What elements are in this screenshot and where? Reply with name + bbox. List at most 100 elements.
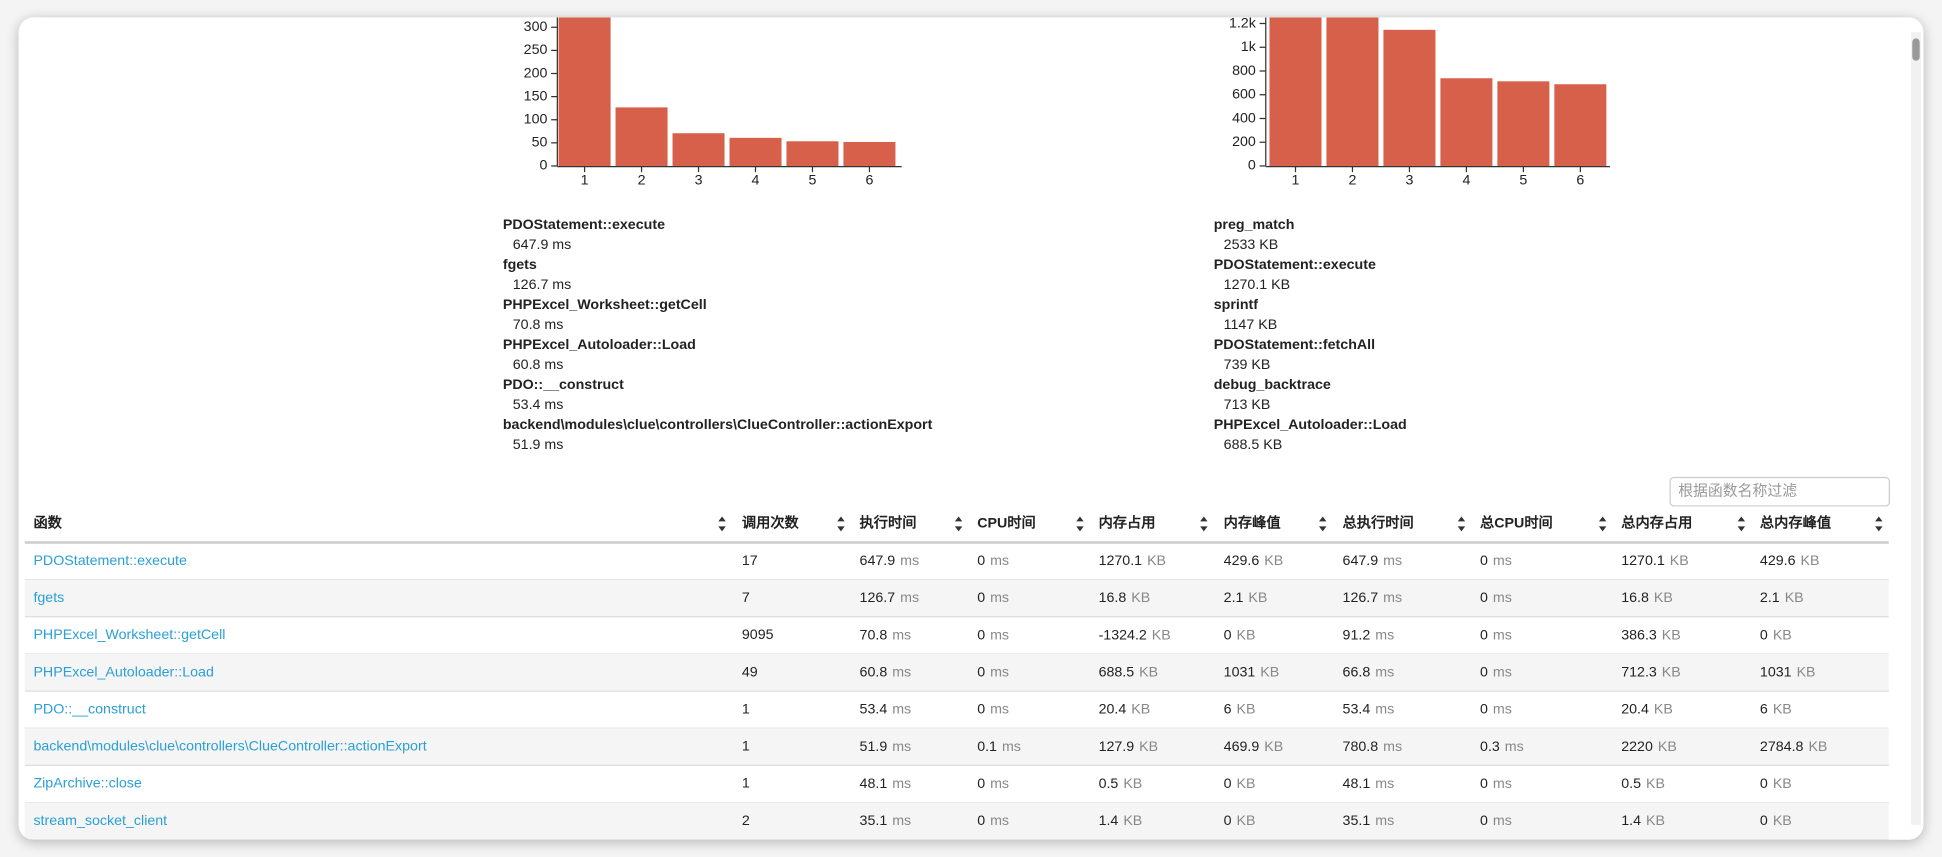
cell: 469.9 KB xyxy=(1224,739,1284,755)
sort-icon[interactable] xyxy=(1319,516,1327,532)
cell-unit: ms xyxy=(892,776,911,792)
x-tick-label: 4 xyxy=(1462,173,1470,189)
cell-unit: KB xyxy=(1773,627,1792,643)
bar xyxy=(558,17,611,166)
cell: 0 ms xyxy=(977,590,1009,606)
cell: 2 xyxy=(742,813,750,829)
sort-icon[interactable] xyxy=(954,516,963,532)
cell-value: 16.8 xyxy=(1099,590,1127,606)
summary-value: 60.8 ms xyxy=(513,357,564,373)
cell-value: 0 xyxy=(977,664,985,680)
column-header[interactable]: 内存占用 xyxy=(1099,514,1156,532)
cell: 386.3 KB xyxy=(1621,627,1681,643)
cell-unit: KB xyxy=(1662,664,1681,680)
cell-unit: ms xyxy=(1493,553,1512,569)
cell-unit: KB xyxy=(1260,664,1279,680)
cell-value: 0 xyxy=(1480,664,1488,680)
cell-value: 0 xyxy=(1760,776,1768,792)
sort-icon[interactable] xyxy=(1076,516,1084,532)
column-header[interactable]: 总内存峰值 xyxy=(1760,514,1831,532)
cell-value: 386.3 xyxy=(1621,627,1657,643)
cell: 1 xyxy=(742,776,750,792)
cell: 0 ms xyxy=(1480,813,1512,829)
cell: 1031 KB xyxy=(1224,664,1280,680)
sort-icon[interactable] xyxy=(1875,516,1883,532)
scrollbar-thumb[interactable] xyxy=(1912,38,1920,61)
sort-icon[interactable] xyxy=(837,516,845,532)
cell-value: 1270.1 xyxy=(1099,553,1143,569)
cell: 0 ms xyxy=(977,776,1009,792)
function-link[interactable]: stream_socket_client xyxy=(33,813,167,829)
bar xyxy=(1497,81,1550,166)
cell-unit: ms xyxy=(990,627,1009,643)
cell: 429.6 KB xyxy=(1224,553,1284,569)
cell: 51.9 ms xyxy=(860,739,912,755)
cell: 0 ms xyxy=(977,627,1009,643)
cell: 126.7 ms xyxy=(1343,590,1403,606)
sort-icon[interactable] xyxy=(1598,516,1607,532)
sort-icon[interactable] xyxy=(718,516,726,532)
function-link[interactable]: PDOStatement::execute xyxy=(33,553,187,569)
cell: 0 KB xyxy=(1760,776,1792,792)
cell-unit: KB xyxy=(1773,701,1792,717)
cell-unit: KB xyxy=(1147,553,1166,569)
bar xyxy=(1383,29,1436,166)
y-tick-label: 1k xyxy=(1241,39,1257,55)
cell: 53.4 ms xyxy=(1343,701,1395,717)
cell: 0 ms xyxy=(977,813,1009,829)
column-header[interactable]: 内存峰值 xyxy=(1224,514,1281,532)
cell: 60.8 ms xyxy=(860,664,912,680)
filter-input[interactable] xyxy=(1669,476,1890,507)
sort-icon[interactable] xyxy=(1737,516,1746,532)
cell: 0 ms xyxy=(977,553,1009,569)
cell-value: 0 xyxy=(1480,627,1488,643)
cell-unit: ms xyxy=(1493,776,1512,792)
cell: 6 KB xyxy=(1224,701,1256,717)
function-link[interactable]: backend\modules\clue\controllers\ClueCon… xyxy=(33,739,426,755)
column-header[interactable]: CPU时间 xyxy=(977,514,1036,532)
x-tick-label: 1 xyxy=(1292,173,1300,189)
function-link[interactable]: fgets xyxy=(33,590,64,606)
sort-icon[interactable] xyxy=(1457,516,1466,532)
cell-unit: KB xyxy=(1658,739,1677,755)
bar xyxy=(1326,17,1379,166)
function-link[interactable]: PHPExcel_Autoloader::Load xyxy=(33,664,213,680)
column-header[interactable]: 函数 xyxy=(33,514,62,532)
cell: 0 ms xyxy=(977,701,1009,717)
function-link[interactable]: PHPExcel_Worksheet::getCell xyxy=(33,627,225,643)
column-header[interactable]: 调用次数 xyxy=(742,514,800,532)
cell-value: 0.1 xyxy=(977,739,997,755)
function-link[interactable]: ZipArchive::close xyxy=(33,776,141,792)
summary-name: PDOStatement::execute xyxy=(1214,257,1376,273)
y-tick-label: 100 xyxy=(524,111,548,127)
column-header[interactable]: 总内存占用 xyxy=(1621,514,1692,532)
cell: 0 ms xyxy=(1480,776,1512,792)
cell-value: 35.1 xyxy=(860,813,888,829)
cell-unit: ms xyxy=(1383,590,1402,606)
column-header[interactable]: 执行时间 xyxy=(860,514,917,532)
sort-icon[interactable] xyxy=(1200,516,1208,532)
cell-unit: KB xyxy=(1237,813,1256,829)
bar xyxy=(786,141,839,166)
cell: 780.8 ms xyxy=(1343,739,1403,755)
cell-unit: ms xyxy=(892,813,911,829)
cell: 0 KB xyxy=(1224,627,1256,643)
cell: 0.3 ms xyxy=(1480,739,1524,755)
cell-value: 0.5 xyxy=(1621,776,1641,792)
cell: 1031 KB xyxy=(1760,664,1816,680)
column-header[interactable]: 总执行时间 xyxy=(1343,514,1414,532)
function-link[interactable]: PDO::__construct xyxy=(33,701,145,717)
cell-unit: ms xyxy=(1493,627,1512,643)
cell-value: 0 xyxy=(1760,813,1768,829)
cell-value: 0.3 xyxy=(1480,739,1500,755)
cell-unit: KB xyxy=(1248,590,1267,606)
cell-value: 2.1 xyxy=(1224,590,1244,606)
row-stripe xyxy=(24,802,1889,840)
cell-value: 16.8 xyxy=(1621,590,1649,606)
summary-name: debug_backtrace xyxy=(1214,377,1331,393)
cell-unit: ms xyxy=(892,627,911,643)
cell-unit: KB xyxy=(1131,590,1150,606)
column-header[interactable]: 总CPU时间 xyxy=(1480,514,1553,532)
cell-unit: KB xyxy=(1264,553,1283,569)
summary-name: sprintf xyxy=(1214,297,1259,313)
